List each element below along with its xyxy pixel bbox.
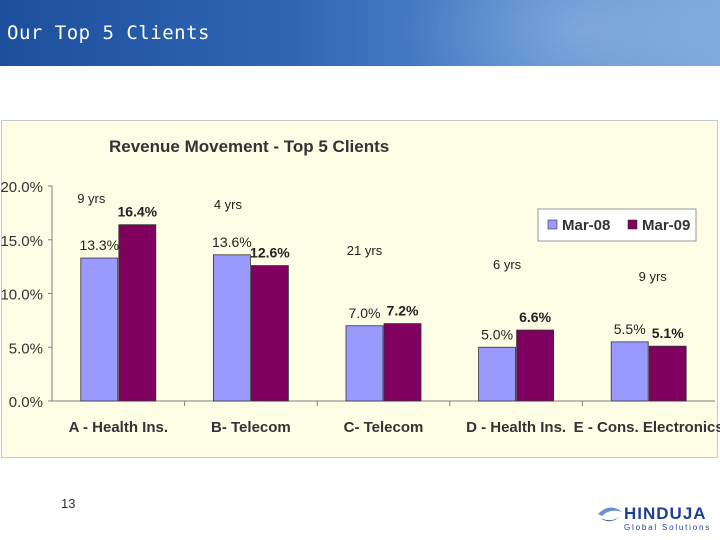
bar-mar09: [648, 345, 687, 402]
page-number: 13: [61, 496, 76, 511]
bar-mar08: [478, 346, 517, 402]
data-label: 12.6%: [250, 245, 290, 261]
legend-swatch: [627, 219, 638, 230]
bar-mar09: [383, 323, 422, 402]
bar-mar09: [250, 265, 289, 402]
hinduja-logo-icon: HINDUJA Global Solutions: [598, 504, 711, 532]
legend-swatch: [547, 219, 558, 230]
chart-frame: [1, 120, 718, 458]
data-label: 7.0%: [349, 305, 381, 321]
chart-legend: [537, 208, 697, 242]
data-label: 13.6%: [212, 234, 252, 250]
y-tick-label: 5.0%: [9, 340, 43, 357]
tenure-annotation: 6 yrs: [493, 257, 522, 272]
tenure-annotation: 4 yrs: [214, 197, 243, 212]
y-tick-label: 10.0%: [0, 287, 43, 304]
data-label: 7.2%: [387, 303, 419, 319]
data-label: 13.3%: [79, 237, 119, 253]
legend-label: Mar-09: [642, 217, 690, 234]
title-banner: Our Top 5 Clients: [0, 0, 720, 66]
bar-mar09: [516, 329, 554, 402]
data-label: 6.6%: [519, 309, 551, 325]
y-tick-label: 0.0%: [9, 394, 43, 411]
y-tick-label: 15.0%: [0, 233, 43, 250]
svg-text:HINDUJA: HINDUJA: [624, 504, 707, 523]
bar-mar08: [610, 341, 649, 402]
data-label: 5.0%: [481, 326, 513, 342]
legend-label: Mar-08: [562, 217, 610, 234]
svg-text:Global Solutions: Global Solutions: [624, 523, 711, 532]
x-tick-label: E - Cons. Electronics: [574, 419, 720, 436]
bar-mar09: [118, 224, 157, 402]
x-tick-label: C- Telecom: [344, 419, 424, 436]
company-logo: HINDUJA Global Solutions: [596, 500, 714, 532]
x-tick-label: D - Health Ins.: [466, 419, 566, 436]
bar-mar08: [80, 257, 119, 402]
bar-mar08: [212, 254, 251, 402]
chart-title: Revenue Movement - Top 5 Clients: [109, 137, 389, 156]
data-label: 16.4%: [117, 204, 157, 220]
data-label: 5.5%: [614, 321, 646, 337]
bar-mar08: [345, 325, 384, 402]
slide-title: Our Top 5 Clients: [7, 22, 210, 44]
data-label: 5.1%: [652, 325, 684, 341]
x-tick-label: B- Telecom: [211, 419, 291, 436]
tenure-annotation: 9 yrs: [77, 191, 106, 206]
tenure-annotation: 21 yrs: [347, 243, 383, 258]
tenure-annotation: 9 yrs: [639, 269, 668, 284]
y-tick-label: 20.0%: [0, 179, 43, 196]
x-tick-label: A - Health Ins.: [69, 419, 168, 436]
